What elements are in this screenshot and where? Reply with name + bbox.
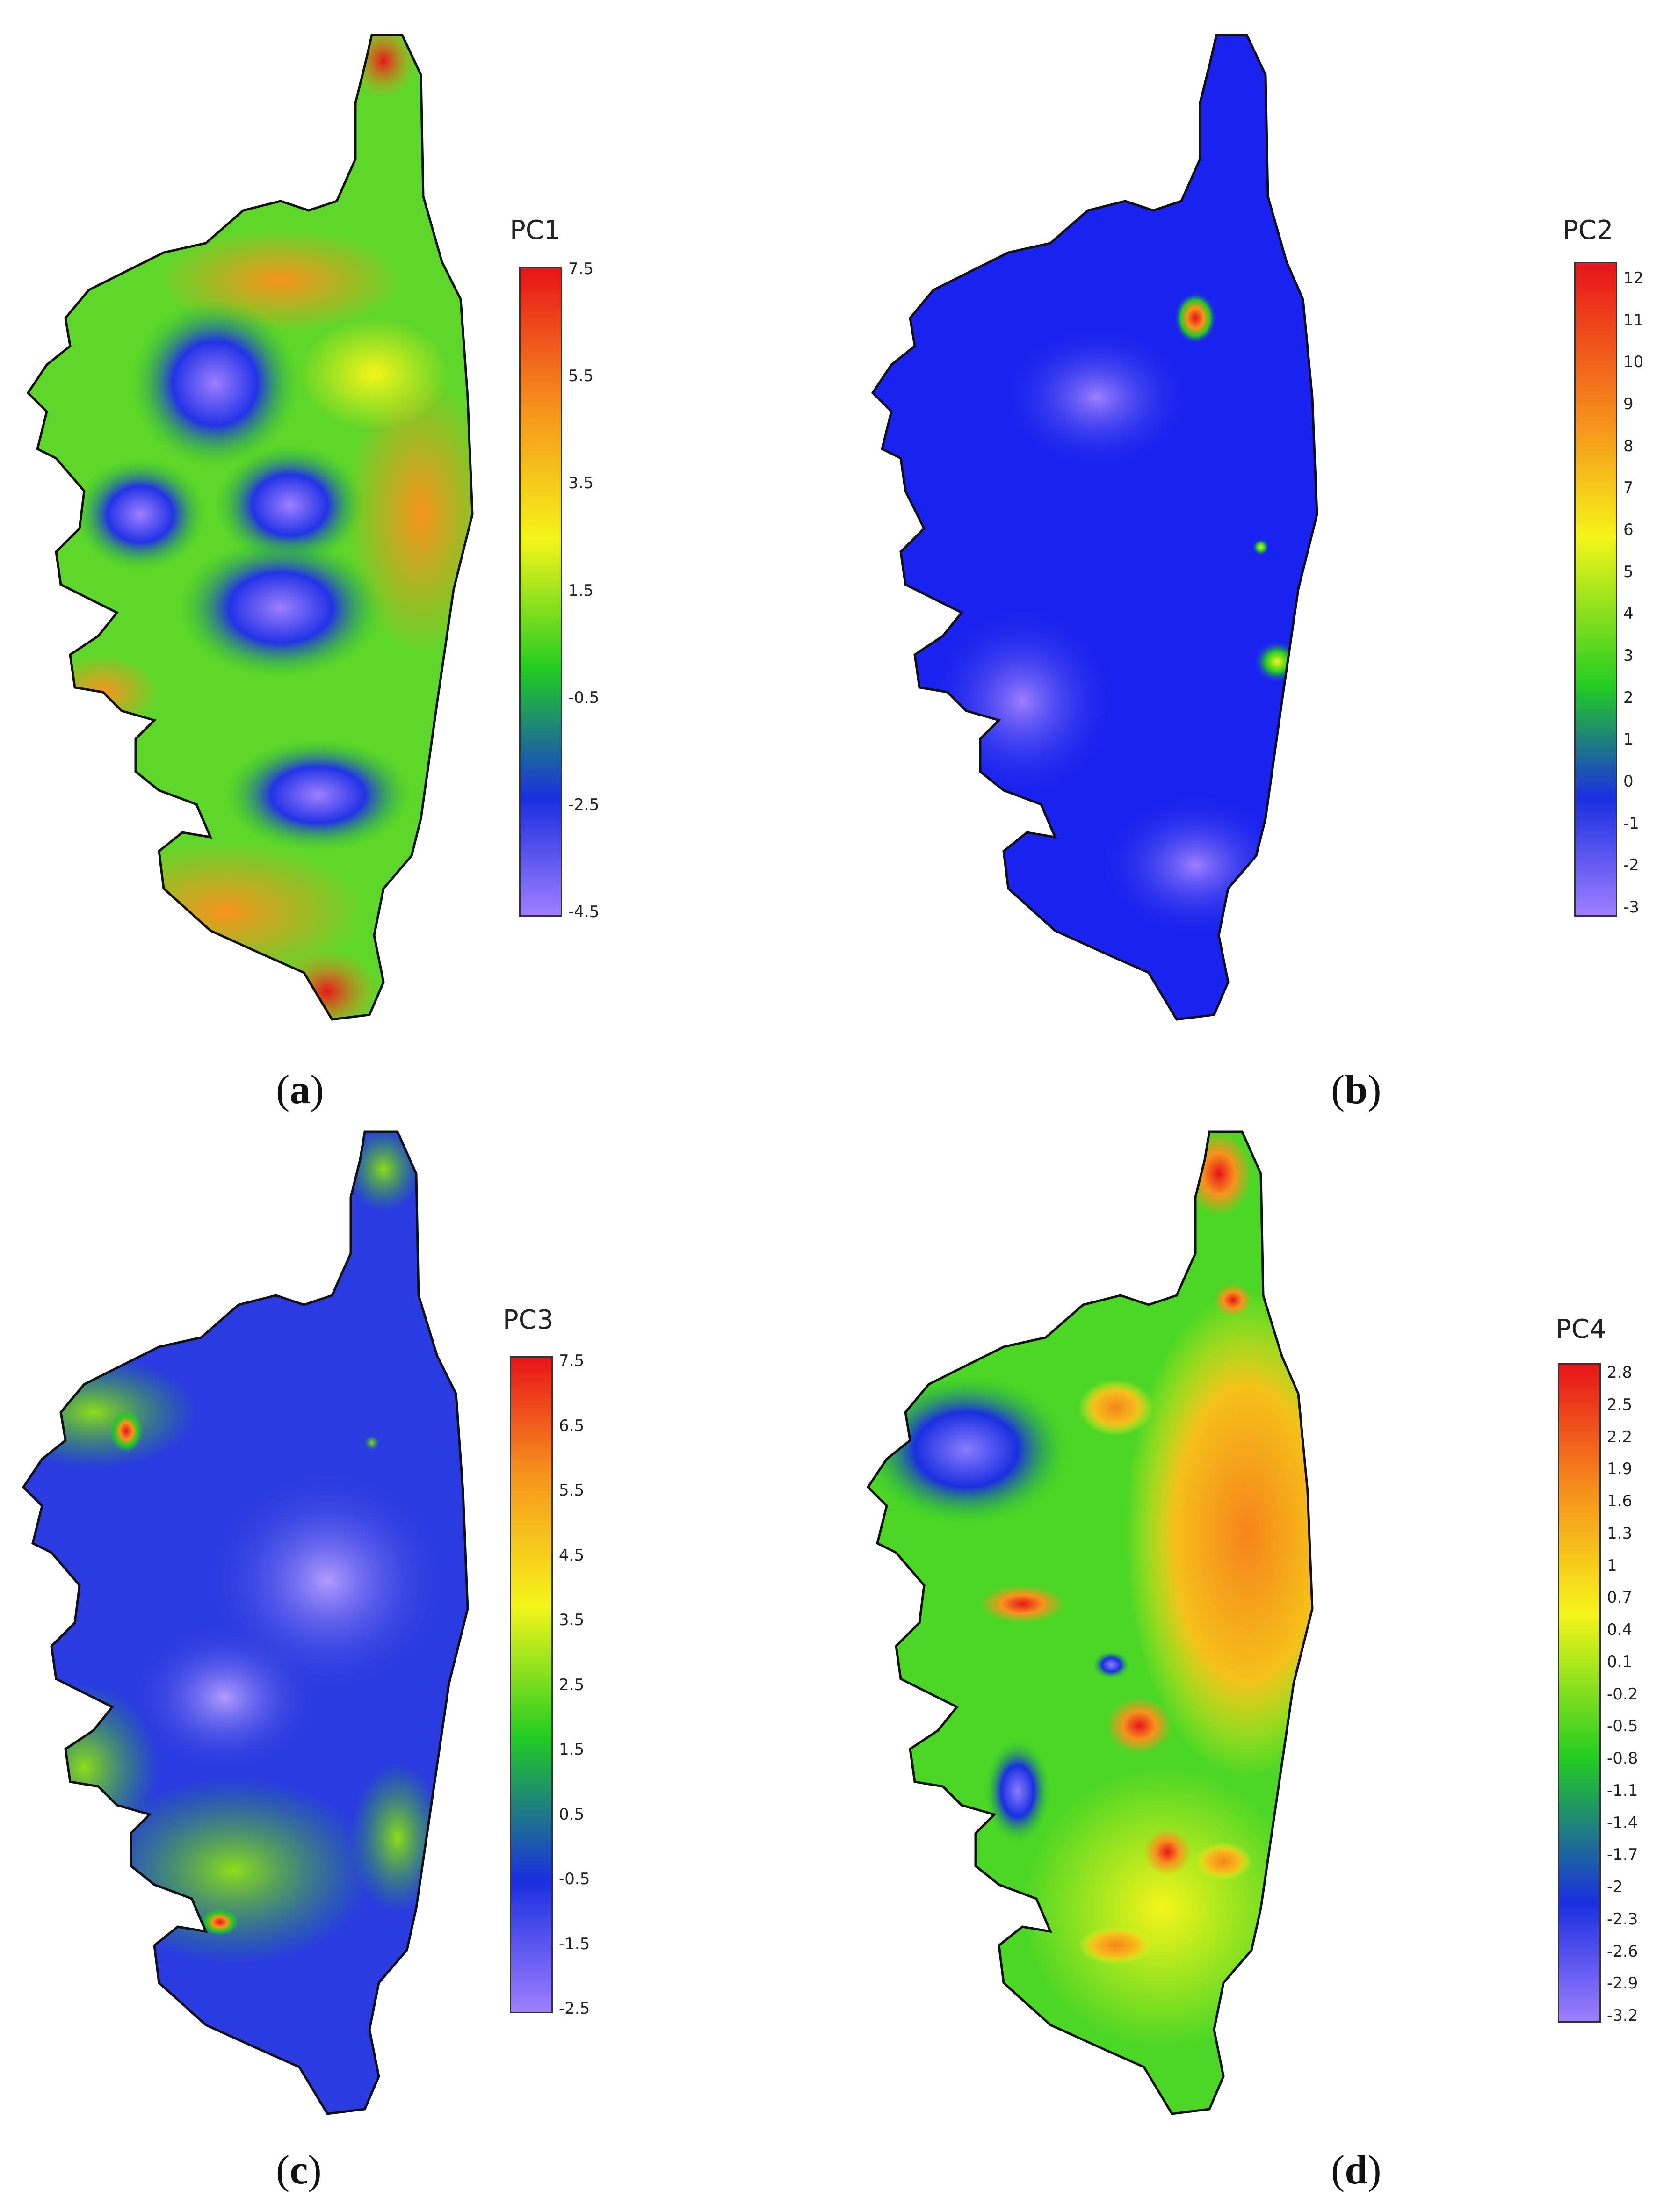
legend-tick-label: 2.5 [559, 1675, 585, 1694]
legend-tick-label: 8 [1623, 436, 1634, 455]
legend-colorbar-pc3 [510, 1356, 553, 2013]
legend-tick-label: -2.9 [1607, 1974, 1638, 1993]
legend-tick-label: 2.5 [1607, 1395, 1633, 1414]
legend-tick-label: 7 [1623, 478, 1634, 498]
panel-c: PC3 (c) 7.5 6.5 5.5 4.5 3.5 2.5 1.5 0.5 -0.5 -1.5… [0, 1113, 835, 2212]
legend-tick-label: 7.5 [559, 1352, 585, 1370]
legend-tick-label: -2.6 [1607, 1942, 1638, 1961]
panel-label-b: (b) [1331, 1067, 1382, 1113]
legend-tick-label: 3 [1623, 646, 1634, 665]
map-pc3 [22, 1130, 469, 2115]
legend-tick-label: -1.1 [1607, 1781, 1638, 1800]
map-pc2 [871, 34, 1318, 1021]
legend-tick-label: 1.6 [1607, 1492, 1633, 1511]
legend-tick-label: -2.3 [1607, 1909, 1638, 1929]
legend-tick-label: 11 [1623, 311, 1644, 330]
legend-tick-label: 6 [1623, 520, 1634, 539]
legend-tick-label: 1 [1623, 730, 1634, 749]
map-fill-pc1 [28, 35, 472, 1019]
legend-tick-label: 1.9 [1607, 1460, 1633, 1479]
coastline-outline [866, 1130, 1314, 2115]
legend-title-pc2: PC2 [1562, 215, 1613, 246]
legend-tick-label: -0.5 [1607, 1717, 1638, 1736]
legend-tick-label: 1 [1607, 1556, 1617, 1575]
legend-tick-label: 3.5 [559, 1611, 585, 1629]
map-fill-pc4 [868, 1132, 1312, 2114]
legend-tick-label: -2 [1623, 856, 1639, 875]
legend-title-pc3: PC3 [503, 1305, 554, 1335]
legend-tick-label: 5.5 [568, 367, 594, 386]
panel-label-a: (a) [276, 1067, 324, 1113]
legend-tick-label: -4.5 [568, 903, 600, 921]
map-pc1 [26, 34, 474, 1021]
legend-colorbar-pc4 [1558, 1363, 1601, 2023]
legend-tick-label: 1.3 [1607, 1524, 1633, 1543]
legend-tick-label: 3.5 [568, 474, 594, 493]
legend-tick-label: 2 [1623, 688, 1634, 707]
legend-tick-label: 0.5 [559, 1805, 585, 1824]
legend-tick-label: 6.5 [559, 1416, 585, 1435]
legend-tick-label: -1.7 [1607, 1845, 1638, 1865]
legend-tick-label: 4 [1623, 604, 1634, 623]
panel-label-c: (c) [276, 2147, 322, 2193]
panel-b: PC2 (b) 12 11 10 9 8 7 6 5 4 3 2 1 0 -1 -2 -3 [835, 0, 1671, 1113]
legend-title-pc1: PC1 [510, 215, 561, 246]
legend-tick-label: 0.4 [1607, 1620, 1633, 1639]
legend-tick-label: 1.5 [568, 581, 594, 600]
legend-tick-label: -2.5 [559, 1999, 590, 2018]
coastline-outline [26, 34, 474, 1021]
legend-tick-label: -2 [1607, 1878, 1623, 1896]
coastline-outline [871, 34, 1318, 1021]
panel-d: PC4 (d) 2.8 2.5 2.2 1.9 1.6 1.3 1 0.7 0.4 0.1 -0.2… [835, 1113, 1671, 2212]
legend-tick-label: 12 [1623, 269, 1644, 288]
legend-tick-label: -1.5 [559, 1934, 590, 1953]
legend-tick-label: 0.1 [1607, 1652, 1633, 1671]
legend-tick-label: -0.5 [568, 688, 600, 707]
map-fill-pc3 [23, 1132, 468, 2114]
legend-tick-label: 5 [1623, 562, 1634, 581]
legend-colorbar-pc1 [519, 267, 562, 917]
legend-tick-label: -1.4 [1607, 1813, 1638, 1832]
legend-tick-label: 2.8 [1607, 1363, 1633, 1382]
legend-tick-label: -3.2 [1607, 2006, 1638, 2025]
legend-tick-label: 9 [1623, 395, 1634, 413]
legend-tick-label: -2.5 [568, 795, 600, 814]
legend-tick-label: -0.8 [1607, 1749, 1638, 1768]
legend-tick-label: -1 [1623, 814, 1639, 833]
map-pc4 [866, 1130, 1314, 2115]
legend-tick-label: -0.5 [559, 1870, 590, 1888]
legend-tick-label: 0 [1623, 772, 1634, 791]
panel-a: PC1 (a) 7.5 5.5 3.5 1.5 -0.5 -2.5 -4.5 [0, 0, 835, 1113]
coastline-outline [22, 1130, 469, 2115]
legend-tick-label: -0.2 [1607, 1684, 1638, 1704]
legend-colorbar-pc2 [1574, 262, 1617, 917]
legend-tick-label: 0.7 [1607, 1588, 1633, 1607]
legend-tick-label: 7.5 [568, 260, 594, 278]
legend-title-pc4: PC4 [1555, 1314, 1606, 1345]
legend-tick-label: 4.5 [559, 1546, 585, 1565]
legend-tick-label: 5.5 [559, 1481, 585, 1500]
legend-tick-label: 2.2 [1607, 1427, 1633, 1446]
panel-label-d: (d) [1331, 2147, 1382, 2193]
legend-tick-label: 1.5 [559, 1740, 585, 1759]
legend-tick-label: -3 [1623, 898, 1639, 917]
legend-tick-label: 10 [1623, 353, 1644, 372]
